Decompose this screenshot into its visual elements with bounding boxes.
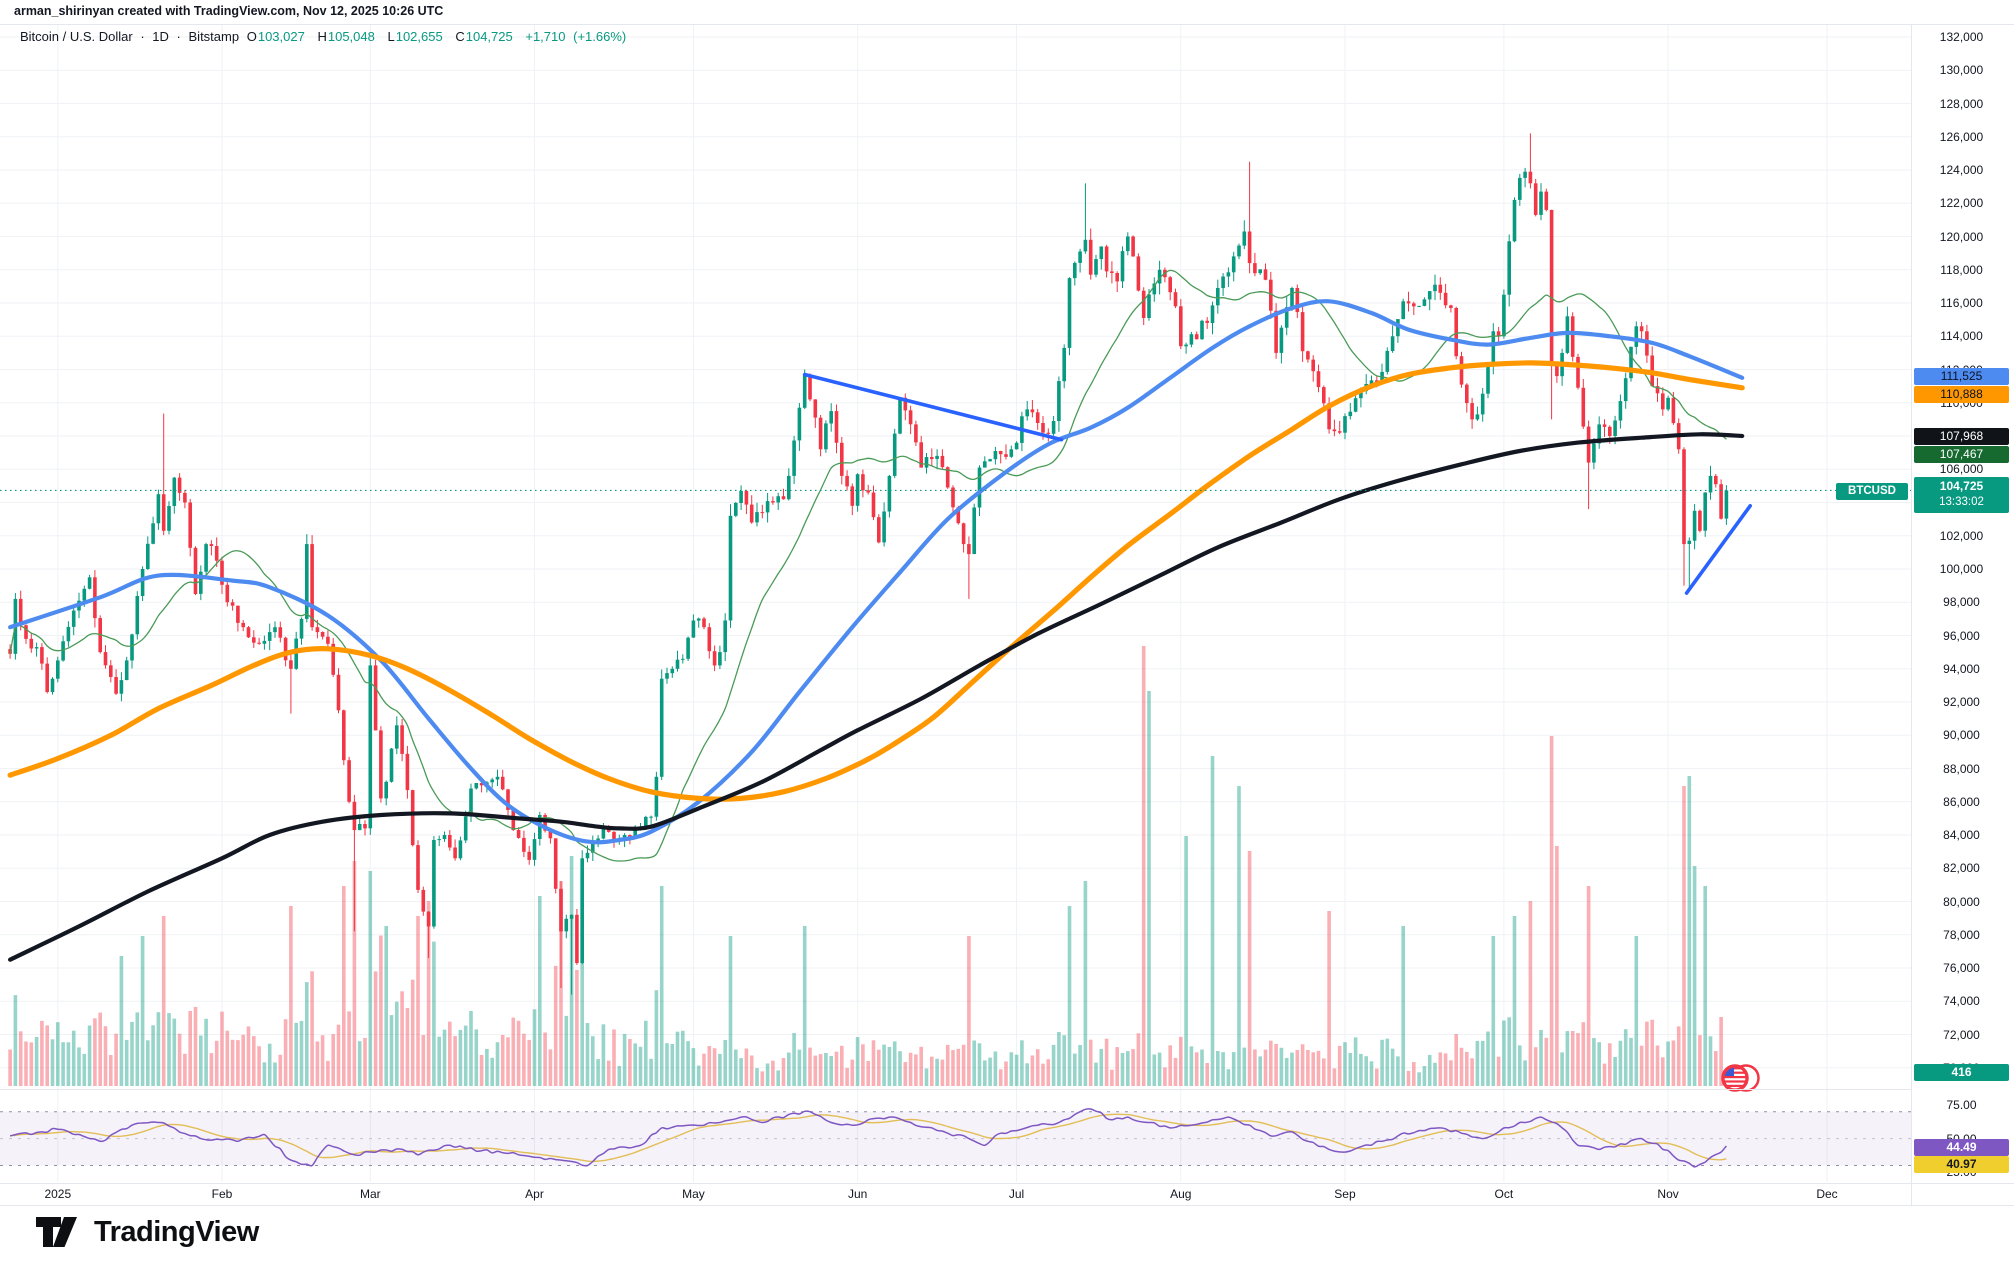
tradingview-logo[interactable]: TradingView	[34, 1214, 259, 1250]
volume-value-label: 416	[1914, 1064, 2009, 1081]
price-tick-label: 86,000	[1943, 794, 1980, 809]
ma-line-sma50	[8, 299, 1745, 845]
bar-countdown: 13:33:02	[1939, 496, 1984, 508]
change-percent: (+1.66%)	[573, 29, 627, 44]
trendline-1[interactable]	[802, 372, 1064, 442]
close-letter: C	[455, 29, 465, 44]
interval-label: 1D	[152, 29, 169, 44]
price-tick-label: 78,000	[1943, 927, 1980, 942]
price-tick-label: 124,000	[1939, 163, 1984, 177]
price-tick-label: 74,000	[1943, 994, 1980, 1009]
price-tick-label: 82,000	[1943, 861, 1980, 876]
time-axis-label: Dec	[1816, 1187, 1838, 1201]
time-axis-label: Mar	[359, 1187, 381, 1201]
grid-lines	[0, 25, 1911, 1182]
price-tick-label: 102,000	[1939, 528, 1984, 543]
price-tick-label: 130,000	[1939, 63, 1984, 78]
legend-separator: ·	[176, 29, 181, 44]
header-divider	[0, 24, 2014, 25]
exchange-label: Bitstamp	[188, 29, 240, 44]
time-axis-label: 2025	[44, 1187, 72, 1201]
price-tick-label: 128,000	[1939, 96, 1984, 111]
symbol-legend[interactable]: Bitcoin / U.S. Dollar · 1D · Bitstamp O1…	[20, 29, 630, 44]
price-tick-label: 96,000	[1943, 628, 1980, 643]
low-letter: L	[387, 29, 395, 44]
price-axis-divider	[1911, 24, 1912, 1205]
price-tick-label: 116,000	[1940, 296, 1983, 310]
attribution-text: arman_shirinyan created with TradingView…	[14, 4, 444, 18]
ticker-tag: BTCUSD	[1836, 483, 1908, 500]
price-tick-label: 106,000	[1939, 462, 1984, 477]
ma-line-sma100	[7, 360, 1745, 802]
time-axis-divider	[0, 1183, 2014, 1184]
symbol-name: Bitcoin / U.S. Dollar	[20, 29, 133, 44]
rsi-pane	[0, 1108, 1911, 1168]
tradingview-logo-text: TradingView	[94, 1215, 259, 1248]
high-letter: H	[317, 29, 327, 44]
time-axis-label: Oct	[1494, 1187, 1514, 1201]
last-price-label: 104,725 13:33:02	[1914, 477, 2009, 513]
price-tick-label: 98,000	[1943, 595, 1980, 610]
trendline-2[interactable]	[1684, 503, 1752, 595]
open-letter: O	[246, 29, 257, 44]
tradingview-logo-icon	[36, 1217, 77, 1247]
price-tick-label: 72,000	[1943, 1027, 1980, 1042]
price-tick-label: 126,000	[1939, 129, 1984, 144]
price-tick-label: 100,000	[1939, 562, 1984, 576]
time-axis-label: May	[682, 1187, 705, 1201]
price-tick-label: 132,000	[1939, 30, 1984, 44]
sma20-price-label: 107,467	[1914, 446, 2009, 463]
high-value: 105,048	[327, 29, 375, 44]
change-value: +1,710	[525, 29, 566, 44]
candlesticks	[8, 133, 1729, 995]
sma100-price-label: 110,888	[1914, 386, 2009, 403]
price-tick-label: 94,000	[1943, 661, 1980, 676]
last-price-value: 104,725	[1939, 479, 1984, 493]
time-axis-label: Feb	[211, 1187, 233, 1201]
price-tick-label: 118,000	[1940, 262, 1983, 277]
low-value: 102,655	[395, 29, 443, 44]
sma200-price-label: 107,968	[1914, 428, 2009, 445]
usd-flag-icon	[1721, 1064, 1760, 1092]
time-axis-label: Jun	[847, 1187, 868, 1201]
time-axis-label: Apr	[525, 1187, 544, 1201]
ma-line-sma200	[8, 432, 1745, 962]
close-value: 104,725	[465, 29, 513, 44]
rsi-value-label: 44.49	[1914, 1139, 2009, 1156]
time-axis-label: Jul	[1008, 1187, 1025, 1201]
price-tick-label: 120,000	[1939, 229, 1984, 244]
chart-bottom-divider	[0, 1205, 2014, 1206]
price-tick-label: 114,000	[1940, 329, 1983, 344]
price-tick-label: 92,000	[1943, 695, 1980, 709]
price-tick-label: 122,000	[1939, 196, 1984, 211]
open-value: 103,027	[257, 29, 305, 44]
pane-divider[interactable]	[0, 1089, 1911, 1090]
price-tick-label: 76,000	[1943, 961, 1980, 975]
time-axis-label: Sep	[1334, 1187, 1356, 1201]
price-tick-label: 88,000	[1943, 761, 1980, 776]
rsi-tick-label: 75.00	[1946, 1098, 1977, 1112]
price-tick-label: 90,000	[1943, 728, 1980, 743]
price-tick-label: 80,000	[1943, 894, 1980, 909]
volume-bars	[8, 646, 1729, 1086]
price-tick-label: 84,000	[1943, 828, 1980, 842]
legend-separator: ·	[140, 29, 145, 44]
time-axis-label: Nov	[1657, 1187, 1679, 1201]
ma-overlays	[7, 269, 1745, 962]
sma50-price-label: 111,525	[1914, 368, 2009, 385]
rsi-ma-value-label: 40.97	[1914, 1156, 2009, 1173]
time-axis-label: Aug	[1170, 1187, 1192, 1201]
